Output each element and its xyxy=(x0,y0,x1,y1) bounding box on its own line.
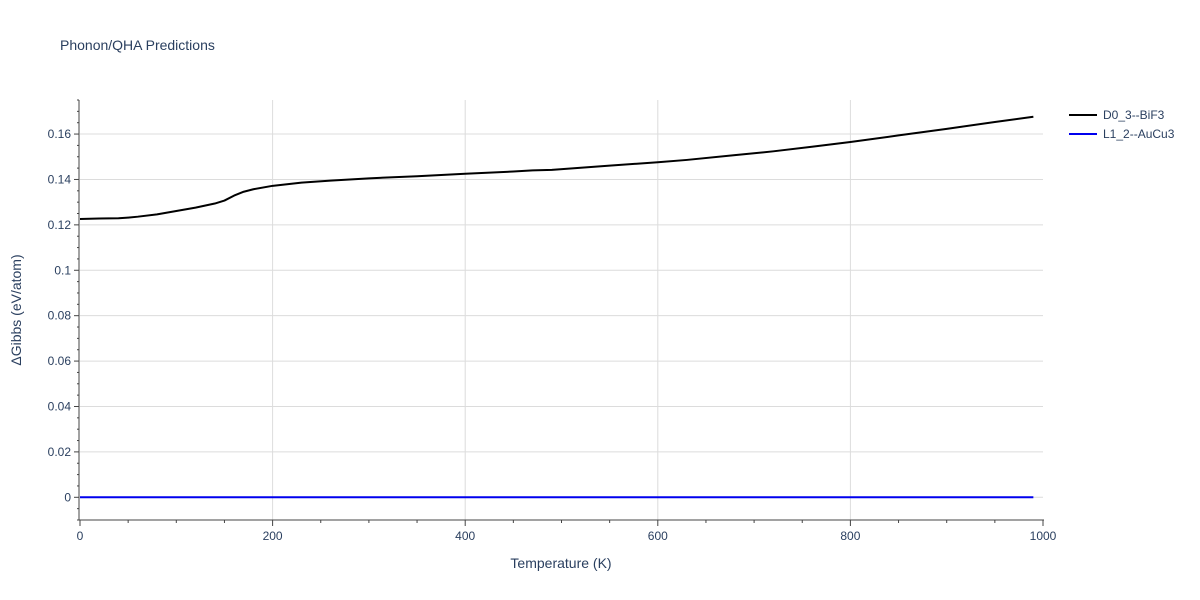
legend-item[interactable]: L1_2--AuCu3 xyxy=(1069,127,1175,141)
ticks: 0 200 400 600 800 1000 0 0.02 0.04 0.06 0.08 0.1 0.1… xyxy=(48,99,1057,543)
y-tick-label: 0.12 xyxy=(48,218,72,232)
y-tick-label: 0.16 xyxy=(48,127,72,141)
x-tick-label: 1000 xyxy=(1030,529,1057,543)
y-axis-title: ΔGibbs (eV/atom) xyxy=(8,254,24,365)
y-tick-label: 0.02 xyxy=(48,445,72,459)
y-tick-label: 0.14 xyxy=(48,172,72,186)
chart-title: Phonon/QHA Predictions xyxy=(60,37,215,53)
x-tick-label: 400 xyxy=(455,529,475,543)
x-tick-label: 600 xyxy=(648,529,668,543)
legend-label: L1_2--AuCu3 xyxy=(1103,127,1175,141)
x-tick-label: 0 xyxy=(77,529,84,543)
axes xyxy=(78,100,1044,521)
legend-item[interactable]: D0_3--BiF3 xyxy=(1069,108,1165,122)
y-tick-label: 0 xyxy=(64,490,71,504)
y-tick-label: 0.06 xyxy=(48,354,72,368)
series xyxy=(79,115,1034,499)
y-tick-label: 0.04 xyxy=(48,399,72,413)
x-axis-title: Temperature (K) xyxy=(510,555,611,571)
y-tick-label: 0.1 xyxy=(54,263,71,277)
x-tick-label: 200 xyxy=(263,529,283,543)
legend-label: D0_3--BiF3 xyxy=(1103,108,1165,122)
grid xyxy=(80,100,1043,520)
series-line-1[interactable] xyxy=(79,115,1034,220)
x-tick-label: 800 xyxy=(840,529,860,543)
y-tick-label: 0.08 xyxy=(48,309,72,323)
legend[interactable]: D0_3--BiF3 L1_2--AuCu3 xyxy=(1069,108,1175,141)
